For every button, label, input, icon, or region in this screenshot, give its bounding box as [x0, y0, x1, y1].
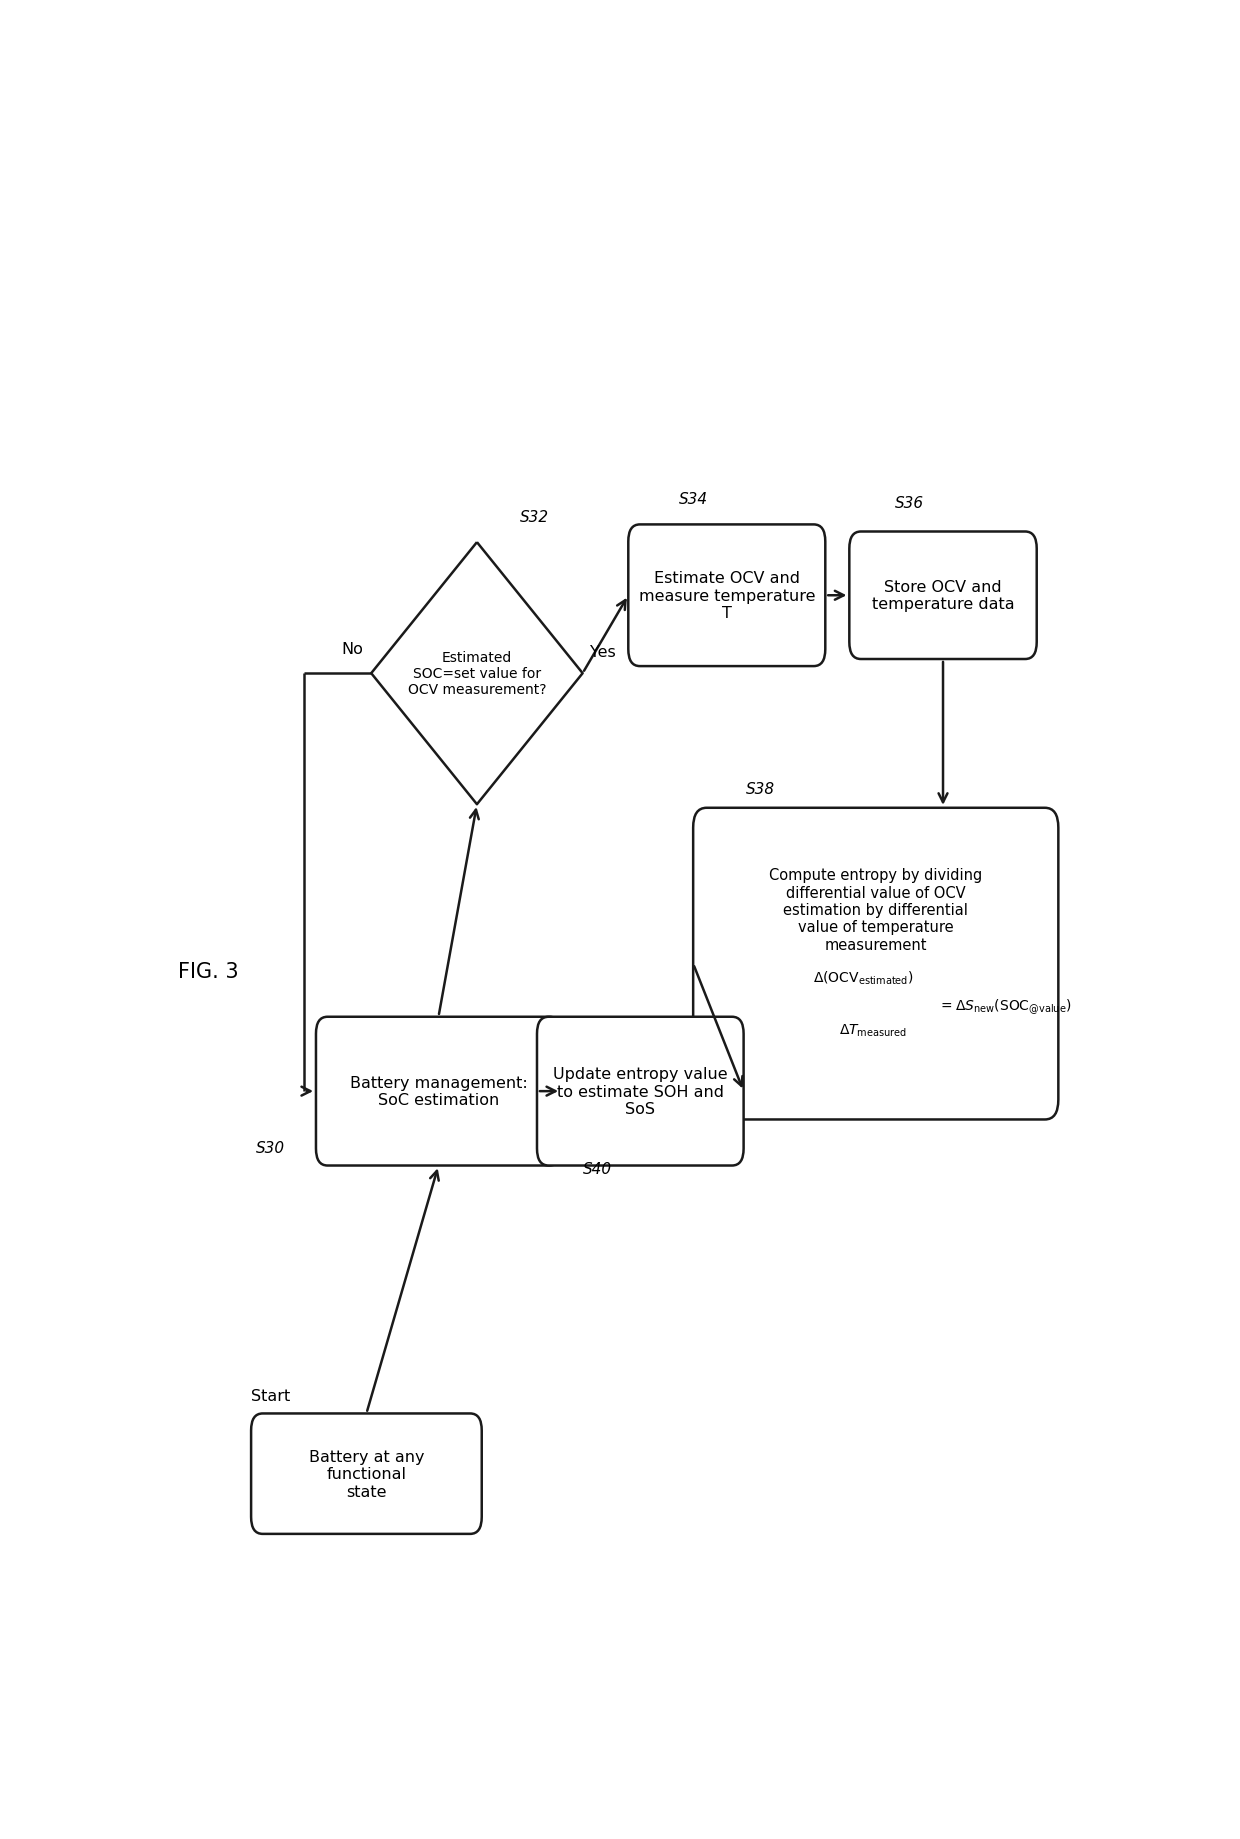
- Text: S40: S40: [583, 1162, 611, 1177]
- Text: S30: S30: [255, 1140, 285, 1155]
- Text: Update entropy value
to estimate SOH and
SoS: Update entropy value to estimate SOH and…: [553, 1067, 728, 1116]
- FancyBboxPatch shape: [693, 809, 1059, 1120]
- Text: $= \Delta S_{\mathrm{new}}(\mathrm{SOC_{@value}})$: $= \Delta S_{\mathrm{new}}(\mathrm{SOC_{…: [939, 997, 1071, 1017]
- Text: Yes: Yes: [590, 645, 616, 660]
- FancyBboxPatch shape: [316, 1017, 560, 1166]
- Text: Estimated
SOC=set value for
OCV measurement?: Estimated SOC=set value for OCV measurem…: [408, 651, 546, 697]
- Text: S32: S32: [521, 509, 549, 526]
- Text: Battery at any
functional
state: Battery at any functional state: [309, 1449, 424, 1499]
- Text: S38: S38: [746, 782, 775, 796]
- FancyBboxPatch shape: [537, 1017, 744, 1166]
- FancyBboxPatch shape: [849, 531, 1037, 660]
- Text: Estimate OCV and
measure temperature
T: Estimate OCV and measure temperature T: [639, 572, 815, 622]
- Text: Battery management:
SoC estimation: Battery management: SoC estimation: [350, 1076, 527, 1107]
- Text: Compute entropy by dividing
differential value of OCV
estimation by differential: Compute entropy by dividing differential…: [769, 868, 982, 953]
- Text: Store OCV and
temperature data: Store OCV and temperature data: [872, 579, 1014, 612]
- Text: S34: S34: [678, 491, 708, 508]
- Text: S36: S36: [895, 497, 924, 511]
- FancyBboxPatch shape: [250, 1414, 481, 1534]
- Text: No: No: [342, 642, 363, 657]
- Text: Start: Start: [250, 1388, 290, 1403]
- FancyBboxPatch shape: [629, 526, 826, 668]
- Text: FIG. 3: FIG. 3: [177, 962, 238, 982]
- Text: $\Delta\mathrm{(OCV_{estimated})}$: $\Delta\mathrm{(OCV_{estimated})}$: [813, 969, 914, 988]
- Text: $\Delta T_{\mathrm{measured}}$: $\Delta T_{\mathrm{measured}}$: [839, 1022, 908, 1039]
